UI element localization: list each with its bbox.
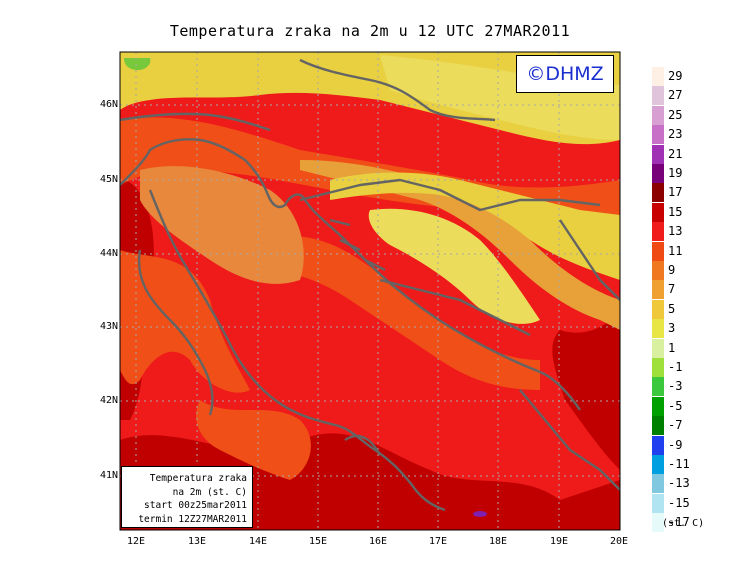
info-line-1: Temperatura zraka [149, 473, 247, 484]
colorbar-swatch [652, 299, 664, 319]
colorbar-swatch [652, 396, 664, 416]
colorbar-label: 29 [668, 69, 683, 83]
colorbar-label: 5 [668, 301, 676, 316]
colorbar-label: -7 [668, 418, 683, 433]
info-box: Temperatura zraka na 2m (st. C) start 00… [121, 466, 253, 528]
light-orange-region-po [140, 166, 304, 284]
colorbar-swatch [652, 455, 664, 474]
deep-red-region-east [552, 300, 620, 470]
map-title: Temperatura zraka na 2m u 12 UTC 27MAR20… [169, 22, 571, 40]
orange-region-italy [120, 250, 250, 393]
graticule [120, 52, 620, 530]
colorbar-swatch [652, 416, 664, 436]
colorbar-label: 25 [668, 107, 683, 122]
colorbar-swatch [652, 164, 664, 183]
lon-label-19e: 19E [549, 536, 569, 547]
colorbar-label: -15 [668, 495, 690, 510]
yellow-region-balkans [330, 172, 620, 280]
lat-label-41n: 41N [99, 470, 118, 481]
colorbar-label: 3 [668, 321, 676, 336]
lat-label-43n: 43N [99, 321, 118, 332]
colorbar-label: 21 [668, 146, 683, 161]
lon-label-12e: 12E [126, 536, 146, 547]
colorbar-swatch [652, 435, 664, 455]
colorbar-label: 13 [668, 224, 683, 239]
purple-spot [473, 511, 487, 517]
colorbar-swatch [652, 222, 664, 242]
colorbar-swatch [652, 474, 664, 494]
colorbar-label: 23 [668, 127, 683, 142]
coastlines [120, 58, 620, 512]
colorbar-swatch [652, 377, 664, 397]
colorbar-swatch [652, 183, 664, 203]
colorbar-swatch [652, 125, 664, 145]
colorbar-swatch [652, 358, 664, 377]
orange-region-italy-south [196, 400, 311, 480]
lon-label-13e: 13E [187, 536, 207, 547]
colorbar-swatch [652, 338, 664, 358]
colorbar-label: -1 [668, 360, 683, 374]
info-line-4: termin 12Z27MAR2011 [138, 513, 247, 525]
lat-label-46n: 46N [99, 99, 118, 110]
colorbar-swatch [652, 513, 664, 533]
colorbar-label: 19 [668, 166, 683, 180]
lon-label-18e: 18E [488, 536, 508, 547]
green-spot-northwest [124, 58, 151, 70]
colorbar-label: -17 [668, 515, 690, 530]
lat-label-42n: 42N [99, 395, 118, 406]
info-line-3: start 00z25mar2011 [144, 500, 247, 511]
colorbar-swatch [652, 144, 664, 164]
orange-region-croatia-coast [260, 236, 540, 390]
colorbar-label: -3 [668, 379, 683, 394]
pale-yellow-region-north [380, 55, 620, 140]
colorbar-label: 7 [668, 282, 676, 297]
lon-label-17e: 17E [428, 536, 448, 547]
colorbar-swatch [652, 241, 664, 261]
colorbar-swatch [652, 261, 664, 280]
colorbar-label: 17 [668, 185, 683, 200]
colorbar-swatch [652, 86, 664, 106]
lat-label-45n: 45N [99, 174, 118, 185]
colorbar-swatch [652, 280, 664, 300]
colorbar-label: -13 [668, 476, 690, 491]
colorbar-swatch [652, 202, 664, 222]
colorbar-label: 27 [668, 88, 683, 103]
colorbar-swatch [652, 67, 664, 86]
map-frame [119, 51, 621, 531]
colorbar-label: 1 [668, 340, 676, 355]
colorbar-label: -5 [668, 398, 683, 413]
colorbar-label: -11 [668, 457, 690, 471]
colorbar-label: -9 [668, 437, 683, 452]
lon-label-20e: 20E [609, 536, 629, 547]
lat-label-44n: 44N [99, 248, 118, 259]
lon-label-16e: 16E [368, 536, 388, 547]
colorbar-label: 15 [668, 204, 683, 219]
yellow-region-bosnia [368, 208, 540, 324]
colorbar-label: 9 [668, 263, 676, 277]
colorbar-swatch [652, 319, 664, 339]
colorbar-units: (st. C) [662, 518, 705, 529]
lon-label-15e: 15E [308, 536, 328, 547]
colorbar-swatch [652, 493, 664, 513]
lon-label-14e: 14E [248, 536, 268, 547]
dhmz-logo: ©DHMZ [516, 55, 614, 93]
info-line-2: na 2m (st. C) [172, 486, 247, 498]
colorbar-swatch [652, 105, 664, 125]
colorbar-label: 11 [668, 243, 683, 258]
